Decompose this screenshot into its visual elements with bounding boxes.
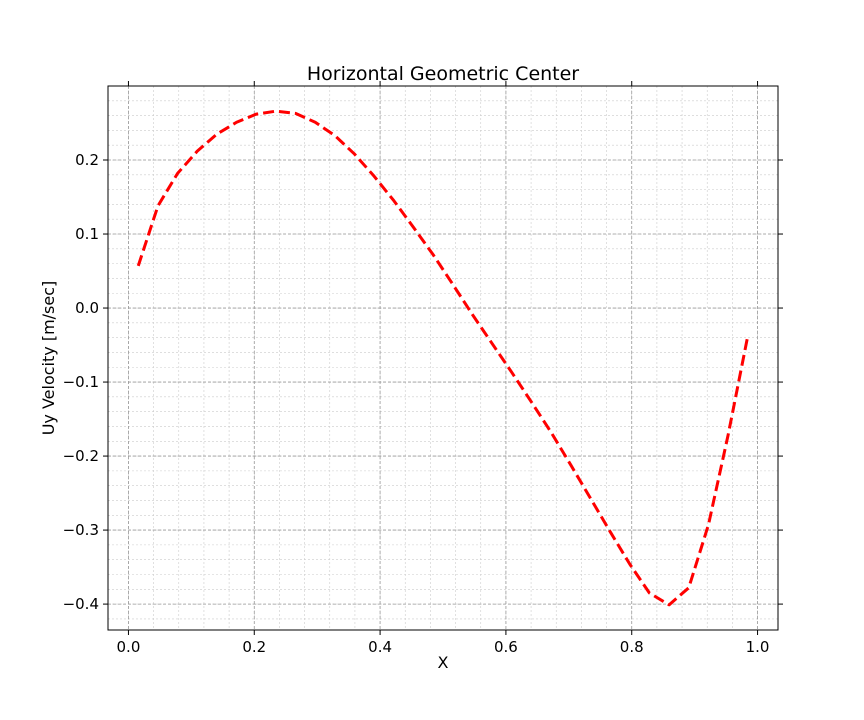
x-tick-label: 0.4 [368,638,392,656]
x-axis-ticks: 0.0 0.2 0.4 0.6 0.8 1.0 [117,81,770,656]
x-tick-label: 0.6 [494,638,518,656]
x-tick-label: 0.0 [117,638,141,656]
x-tick-label: 0.2 [242,638,266,656]
y-tick-label: −0.3 [63,521,99,539]
x-axis-label: X [438,653,449,672]
x-tick-label: 0.8 [620,638,644,656]
y-axis-label: Uy Velocity [m/sec] [39,281,58,436]
y-tick-label: −0.2 [63,447,99,465]
series-layer [136,109,750,607]
y-tick-label: 0.2 [75,151,99,169]
chart-title: Horizontal Geometric Center [307,63,579,85]
y-tick-label: 0.1 [75,225,99,243]
y-tick-label: −0.4 [63,595,99,613]
y-tick-label: −0.1 [63,373,99,391]
minor-grid [108,85,778,630]
series-line [136,109,750,607]
x-tick-label: 1.0 [746,638,770,656]
y-tick-label: 0.0 [75,299,99,317]
y-axis-ticks: −0.4 −0.3 −0.2 −0.1 0.0 0.1 0.2 [63,151,783,613]
plot-frame [107,85,779,631]
major-grid [108,86,778,630]
